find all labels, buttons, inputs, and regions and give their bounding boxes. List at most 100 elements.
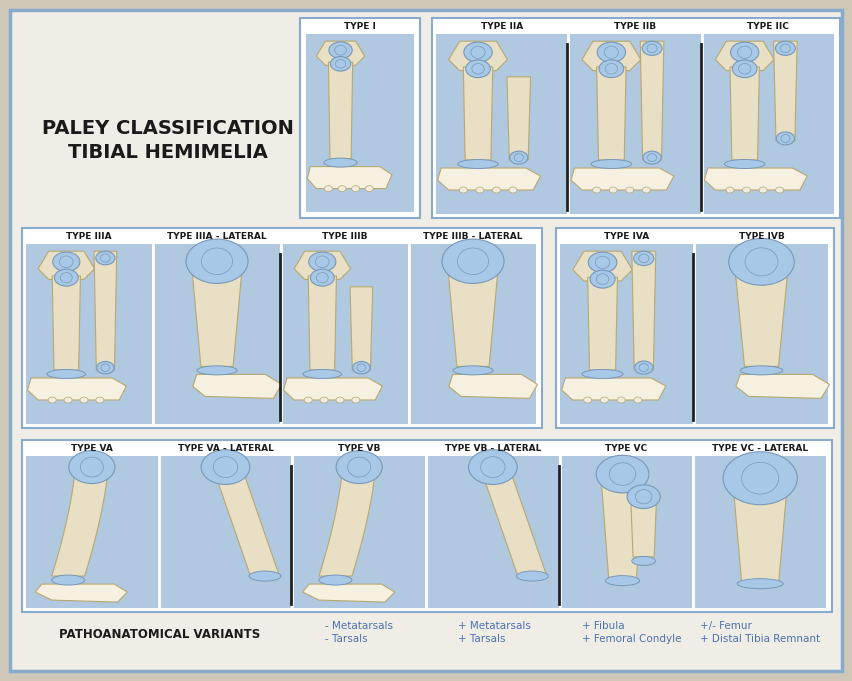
Ellipse shape	[352, 186, 360, 191]
Ellipse shape	[625, 187, 634, 193]
Ellipse shape	[632, 556, 655, 565]
Polygon shape	[38, 251, 95, 279]
Ellipse shape	[336, 397, 344, 403]
Bar	[26, 244, 152, 424]
Ellipse shape	[636, 490, 652, 504]
Ellipse shape	[730, 42, 759, 63]
Ellipse shape	[596, 455, 649, 493]
Ellipse shape	[55, 269, 78, 286]
Ellipse shape	[60, 272, 72, 283]
Ellipse shape	[609, 187, 617, 193]
Polygon shape	[573, 251, 632, 281]
Polygon shape	[507, 77, 531, 160]
Polygon shape	[632, 251, 656, 370]
Polygon shape	[294, 251, 350, 279]
Ellipse shape	[617, 397, 625, 403]
Ellipse shape	[516, 571, 549, 581]
Ellipse shape	[740, 366, 783, 375]
Bar	[561, 456, 693, 608]
Polygon shape	[732, 462, 789, 584]
Polygon shape	[705, 168, 807, 190]
Polygon shape	[350, 287, 372, 370]
Polygon shape	[446, 251, 499, 366]
Polygon shape	[52, 276, 80, 370]
Polygon shape	[193, 375, 281, 398]
Ellipse shape	[469, 449, 517, 484]
Bar	[694, 456, 826, 608]
Ellipse shape	[186, 239, 248, 283]
Ellipse shape	[481, 457, 505, 477]
Polygon shape	[736, 375, 830, 398]
Ellipse shape	[357, 364, 366, 371]
Ellipse shape	[337, 451, 383, 484]
Polygon shape	[734, 251, 789, 366]
Polygon shape	[449, 41, 508, 71]
Ellipse shape	[471, 46, 485, 59]
Polygon shape	[463, 67, 492, 160]
Text: - Metatarsals: - Metatarsals	[325, 621, 393, 631]
Ellipse shape	[588, 252, 617, 272]
Text: TYPE VA - LATERAL: TYPE VA - LATERAL	[177, 444, 273, 453]
Polygon shape	[191, 251, 243, 366]
Ellipse shape	[249, 571, 281, 581]
Polygon shape	[730, 67, 759, 160]
Ellipse shape	[596, 256, 610, 268]
Ellipse shape	[96, 362, 114, 374]
Ellipse shape	[634, 251, 653, 266]
Ellipse shape	[509, 151, 528, 164]
Bar	[410, 244, 536, 424]
Ellipse shape	[605, 63, 618, 74]
Ellipse shape	[591, 159, 631, 168]
Ellipse shape	[197, 366, 237, 375]
Ellipse shape	[463, 42, 492, 63]
Text: TYPE VB: TYPE VB	[338, 444, 380, 453]
Polygon shape	[302, 584, 394, 602]
Bar	[695, 244, 828, 424]
Ellipse shape	[597, 42, 625, 63]
Ellipse shape	[466, 60, 491, 78]
Ellipse shape	[738, 46, 751, 59]
Text: TYPE IIA: TYPE IIA	[481, 22, 523, 31]
Text: TYPE IIC: TYPE IIC	[747, 22, 789, 31]
Ellipse shape	[724, 159, 765, 168]
Ellipse shape	[726, 187, 734, 193]
Ellipse shape	[472, 63, 484, 74]
Text: + Fibula: + Fibula	[582, 621, 625, 631]
Ellipse shape	[743, 187, 751, 193]
Text: + Tarsals: + Tarsals	[458, 634, 505, 644]
Bar	[432, 18, 840, 218]
Ellipse shape	[453, 366, 493, 375]
Ellipse shape	[739, 63, 751, 74]
Bar	[22, 228, 542, 428]
Bar	[159, 456, 291, 608]
Bar	[703, 34, 834, 214]
Ellipse shape	[515, 154, 523, 161]
Ellipse shape	[304, 397, 312, 403]
Ellipse shape	[80, 457, 103, 477]
Ellipse shape	[47, 370, 86, 379]
Ellipse shape	[320, 397, 328, 403]
Polygon shape	[478, 462, 547, 576]
Ellipse shape	[609, 463, 636, 486]
Ellipse shape	[96, 251, 115, 265]
Text: + Distal Tibia Remnant: + Distal Tibia Remnant	[700, 634, 820, 644]
Polygon shape	[716, 41, 774, 71]
Polygon shape	[52, 462, 108, 576]
Ellipse shape	[642, 41, 662, 55]
Bar	[306, 34, 414, 212]
Ellipse shape	[459, 187, 467, 193]
Text: TYPE VC: TYPE VC	[606, 444, 648, 453]
Bar	[436, 34, 567, 214]
Ellipse shape	[593, 187, 601, 193]
Ellipse shape	[101, 364, 110, 371]
Text: TYPE IIIA - LATERAL: TYPE IIIA - LATERAL	[167, 232, 267, 241]
Ellipse shape	[599, 60, 624, 78]
Polygon shape	[582, 41, 641, 71]
Ellipse shape	[213, 457, 238, 477]
Ellipse shape	[635, 361, 653, 374]
Ellipse shape	[308, 252, 336, 272]
Ellipse shape	[49, 397, 56, 403]
Bar	[26, 456, 158, 608]
Ellipse shape	[780, 44, 791, 52]
Bar	[300, 18, 420, 218]
